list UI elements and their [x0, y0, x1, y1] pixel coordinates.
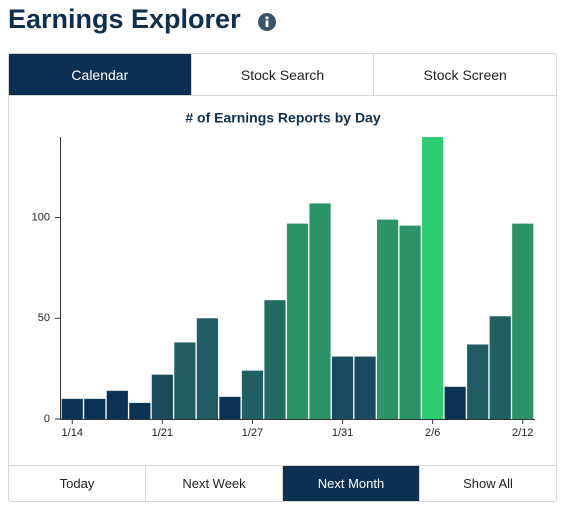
bar [444, 386, 466, 419]
page-title: Earnings Explorer [8, 4, 241, 34]
bar [489, 316, 511, 419]
bar [151, 374, 173, 419]
x-tick-label: 1/27 [242, 427, 263, 439]
range-button[interactable]: Next Month [282, 466, 419, 501]
bar [129, 402, 151, 419]
bar [219, 396, 241, 419]
range-button[interactable]: Today [59, 476, 95, 491]
chart: # of Earnings Reports by Day 0 50 100 1/14 1… [32, 110, 535, 439]
bar [106, 390, 128, 419]
y-tick-label: 0 [44, 413, 50, 425]
panel: Calendar Stock Search Stock Screen Today Ne… [8, 53, 557, 502]
bar [512, 223, 534, 419]
range-bar: Today Next Week Next Month Show All [9, 465, 556, 501]
x-tick-label: 2/6 [425, 427, 440, 439]
bar [264, 300, 286, 419]
y-tick-label: 100 [32, 211, 50, 223]
bar [399, 225, 421, 419]
bar [241, 370, 264, 419]
bar [309, 203, 331, 419]
y-tick-label: 50 [38, 312, 50, 324]
x-tick-label: 1/21 [152, 427, 173, 439]
tab[interactable]: Stock Screen [373, 54, 556, 95]
bar [467, 344, 489, 419]
tab[interactable]: Calendar [9, 54, 191, 95]
bar [196, 318, 218, 419]
tab[interactable]: Stock Search [190, 54, 374, 95]
range-button[interactable]: Show All [419, 466, 556, 501]
info-icon[interactable] [257, 12, 277, 32]
x-tick-label: 2/12 [512, 427, 533, 439]
bar [84, 398, 106, 419]
chart-title: # of Earnings Reports by Day [185, 110, 380, 126]
bar [377, 219, 399, 419]
bar [286, 223, 309, 419]
tab-bar: Calendar Stock Search Stock Screen [9, 54, 556, 96]
x-tick-label: 1/31 [332, 427, 353, 439]
x-tick-label: 1/14 [62, 427, 83, 439]
bar [174, 342, 196, 419]
bar [354, 356, 376, 419]
bar [61, 398, 83, 419]
range-button[interactable]: Next Week [145, 466, 282, 501]
bar [422, 137, 444, 419]
bar [331, 356, 354, 419]
